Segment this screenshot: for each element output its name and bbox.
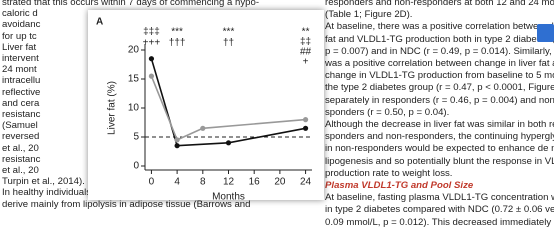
annotation: *** <box>171 27 183 38</box>
panel-label: A <box>96 17 103 28</box>
annotation: +++ <box>143 38 161 49</box>
annotation: ** <box>302 27 310 38</box>
data-point <box>174 143 180 149</box>
text-line: derive mainly from lipolysis in adipose … <box>2 198 251 210</box>
x-axis-label: Months <box>212 192 245 200</box>
annotation: ‡‡ <box>300 37 311 48</box>
text-line: reflective <box>2 86 41 98</box>
text-line: responders and non-responders at both 12… <box>325 0 554 8</box>
chart: A 0 5 10 15 20 0 4 8 12 16 20 24 Months Liver fat (%) ‡… <box>96 17 312 203</box>
text-line: intracellu <box>2 75 41 87</box>
data-point <box>200 125 206 131</box>
x-tick-label: 20 <box>274 177 286 188</box>
text-line: separately in responders (r = 0.46, p = … <box>325 94 554 106</box>
data-point <box>302 125 309 131</box>
x-tick-label: 12 <box>223 177 235 188</box>
annotation: *** <box>223 27 235 38</box>
text-line: resistanc <box>2 109 41 120</box>
page: {"left_column": ["strated that this occu… <box>0 0 554 228</box>
annotation: ‡‡‡ <box>143 27 160 38</box>
series-line <box>150 58 306 147</box>
y-tick-label: 15 <box>128 74 140 85</box>
text-line: sponders and non-responders, the continu… <box>325 131 554 143</box>
text-line: production rate to weight loss. <box>325 167 453 179</box>
text-line: p = 0.007) and in NDC (r = 0.49, p = 0.0… <box>325 45 554 57</box>
text-line: reversed <box>2 131 40 143</box>
text-line: caloric d <box>2 8 38 20</box>
data-point <box>225 140 232 146</box>
text-line: sponders (r = 0.50, p = 0.04). <box>325 106 450 118</box>
text-line: fat and VLDL1-TG production both in type… <box>325 33 554 45</box>
text-line: 0.09 mmol/L, p = 0.012). This decreased … <box>325 216 554 228</box>
y-axis-label: Liver fat (%) <box>107 81 118 135</box>
text-line: At baseline, there was a positive correl… <box>325 21 554 33</box>
text-line: et al., 20 <box>2 165 39 176</box>
y-tick-label: 5 <box>133 132 139 143</box>
text-line: was a positive correlation between chang… <box>325 58 554 69</box>
text-line: Turpin et al., 2014). <box>2 176 85 188</box>
data-point <box>174 137 180 143</box>
x-tick-label: 0 <box>149 177 155 188</box>
x-tick-label: 24 <box>300 177 312 188</box>
text-line: resistanc <box>2 153 41 165</box>
text-line: change in VLDL1-TG production from basel… <box>325 70 554 82</box>
figure-popup[interactable]: A 0 5 10 15 20 0 4 8 12 16 20 24 Months Liver fat (%) ‡… <box>88 10 324 203</box>
x-tick-label: 4 <box>174 177 180 188</box>
section-heading: Plasma VLDL1-TG and Pool Size <box>325 180 474 191</box>
data-point <box>302 117 309 123</box>
annotation: ††† <box>169 38 186 49</box>
text-line: in type 2 diabetes compared with NDC (0.… <box>325 204 554 216</box>
text-line: lipogenesis and so potentially blunt the… <box>325 155 554 167</box>
text-line: 24 mont <box>2 64 37 76</box>
text-line: Although the decrease in liver fat was s… <box>325 119 554 130</box>
text-line: At baseline, fasting plasma VLDL1-TG con… <box>325 192 554 204</box>
y-tick-label: 10 <box>128 103 140 114</box>
annotation: ## <box>300 47 312 58</box>
text-line: in non-responders would be expected to e… <box>325 143 554 155</box>
text-line: avoidanc <box>2 19 41 31</box>
text-line: et al., 20 <box>2 142 39 154</box>
text-line: intervent <box>2 53 39 64</box>
text-line: and cera <box>2 97 40 109</box>
series-line <box>150 75 306 141</box>
text-line: (Table 1; Figure 2D). <box>325 9 413 21</box>
y-tick-label: 0 <box>133 161 139 172</box>
tool-icon[interactable] <box>537 24 554 42</box>
x-tick-label: 16 <box>249 177 261 188</box>
text-line: Liver fat <box>2 41 37 53</box>
y-tick-label: 20 <box>128 45 140 56</box>
text-line: (Samuel <box>2 120 38 132</box>
text-line: strated that this occurs within 7 days o… <box>2 0 260 8</box>
x-tick-label: 8 <box>200 177 206 188</box>
text-line: the type 2 diabetes group (r = 0.47, p <… <box>325 82 554 94</box>
data-point <box>148 56 155 62</box>
annotation: †† <box>223 38 234 49</box>
data-point <box>148 73 155 79</box>
text-line: for up tc <box>2 30 37 42</box>
annotation: + <box>303 57 309 68</box>
